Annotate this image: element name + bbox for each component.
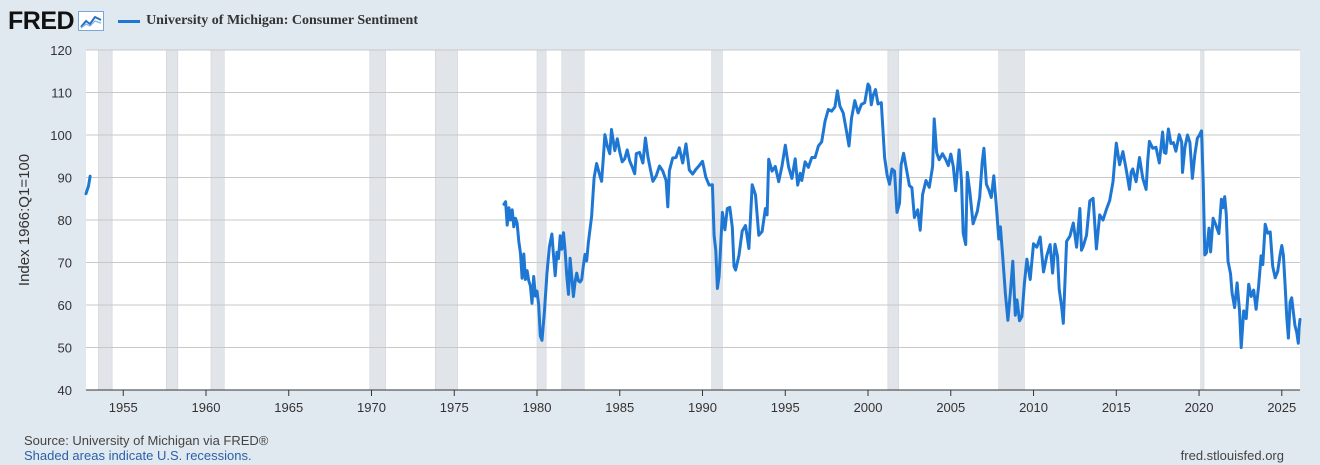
fred-logo[interactable]: FRED (8, 6, 75, 35)
y-tick-label: 80 (58, 213, 72, 228)
y-tick-label: 90 (58, 171, 72, 186)
x-tick-label: 2020 (1185, 400, 1214, 415)
legend-label: University of Michigan: Consumer Sentime… (146, 13, 419, 28)
x-tick-label: 1985 (605, 400, 634, 415)
y-axis-ticks: 40 50 60 70 80 90 100 110 120 (50, 43, 72, 398)
y-tick-label: 110 (51, 86, 72, 101)
chart-header: FRED University of Michigan: Consumer Se… (8, 4, 418, 38)
x-axis-ticks: 1955 1960 1965 1970 1975 1980 1985 1990 1995 2000… (109, 390, 1296, 415)
y-tick-label: 50 (58, 341, 72, 356)
series-line (84, 174, 92, 196)
y-tick-label: 100 (50, 128, 72, 143)
x-tick-label: 1975 (440, 400, 469, 415)
source-note: Source: University of Michigan via FRED® (24, 433, 269, 448)
chart-line-icon (78, 11, 105, 31)
y-tick-label: 40 (58, 383, 72, 398)
y-axis-label: Index 1966:Q1=100 (16, 154, 33, 286)
grid-lines (86, 49, 1300, 348)
x-tick-label: 1980 (523, 400, 552, 415)
x-tick-label: 1955 (109, 400, 138, 415)
series-lines (84, 82, 1302, 349)
y-tick-label: 120 (50, 43, 72, 58)
x-tick-label: 1970 (357, 400, 386, 415)
x-tick-label: 1960 (192, 400, 221, 415)
site-url[interactable]: fred.stlouisfed.org (1180, 448, 1284, 463)
recession-note-link[interactable]: Shaded areas indicate U.S. recessions. (24, 448, 252, 463)
x-tick-label: 1990 (688, 400, 717, 415)
x-tick-label: 1995 (771, 400, 800, 415)
y-tick-label: 70 (58, 256, 72, 271)
y-tick-label: 60 (58, 298, 72, 313)
x-tick-label: 2015 (1102, 400, 1131, 415)
x-tick-label: 2005 (936, 400, 965, 415)
x-tick-label: 2025 (1267, 400, 1296, 415)
legend: University of Michigan: Consumer Sentime… (118, 13, 418, 29)
x-tick-label: 2000 (854, 400, 883, 415)
legend-swatch (118, 19, 141, 23)
series-line (502, 82, 1302, 349)
x-tick-label: 1965 (274, 400, 303, 415)
x-tick-label: 2010 (1019, 400, 1048, 415)
